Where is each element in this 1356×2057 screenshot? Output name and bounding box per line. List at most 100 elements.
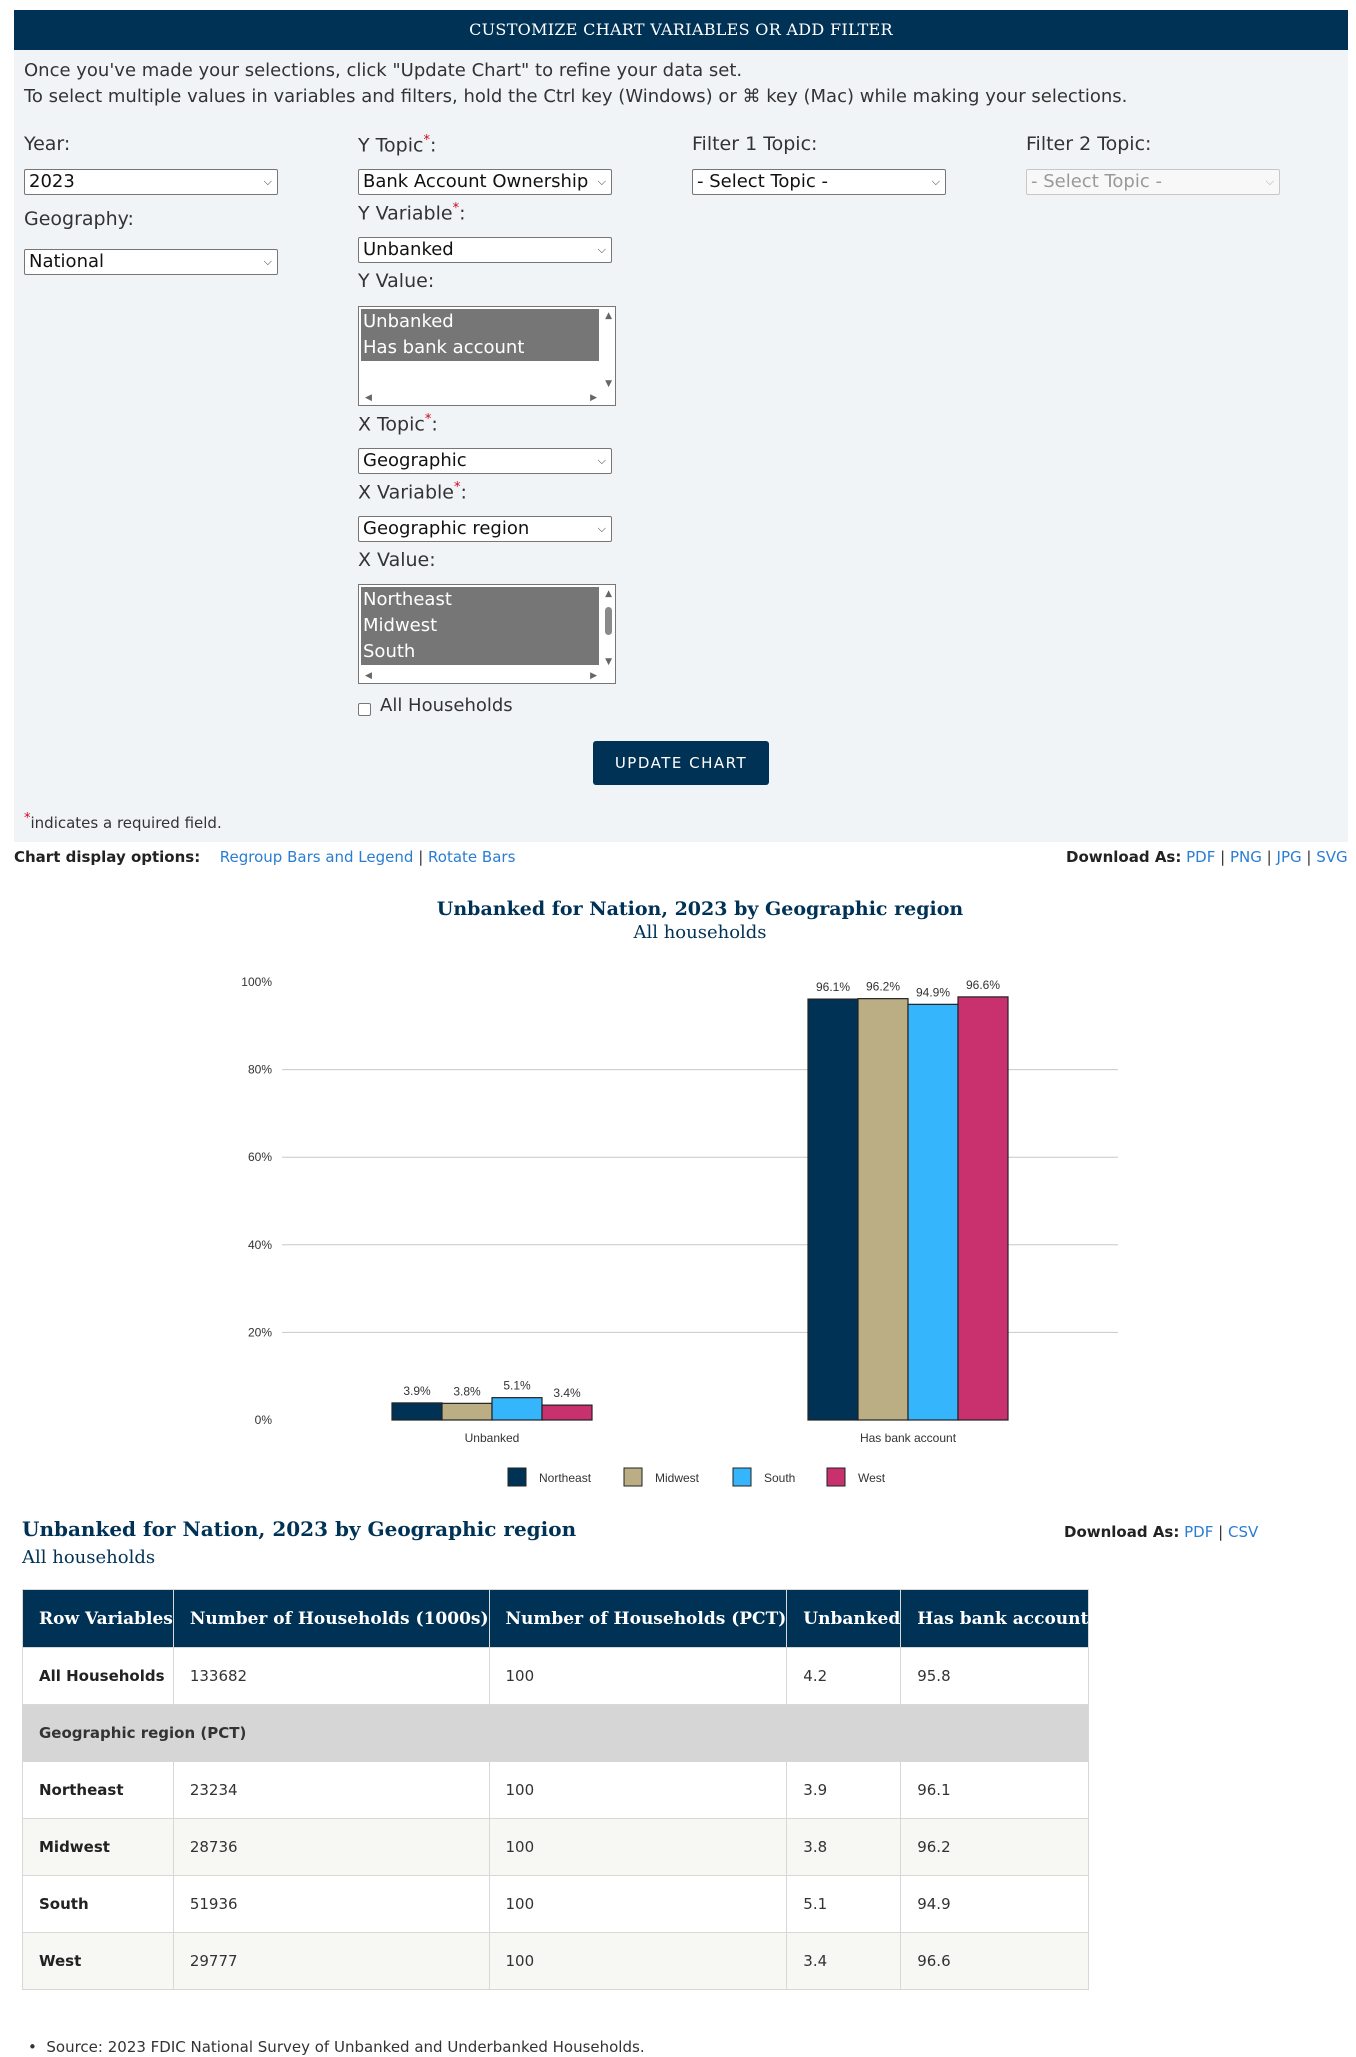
table-cell: 4.2 — [786, 1647, 902, 1705]
y-tick-label: 0% — [255, 1413, 273, 1427]
filter1-select[interactable]: - Select Topic - ⌵ — [692, 169, 946, 195]
legend-label: West — [858, 1471, 886, 1485]
chevron-down-icon: ⌵ — [597, 522, 606, 535]
table-cell: 28736 — [172, 1818, 490, 1876]
x-value-listbox[interactable]: Northeast Midwest South ▲ ▼ ◀ ▶ — [358, 584, 616, 684]
panel-header: CUSTOMIZE CHART VARIABLES OR ADD FILTER — [14, 10, 1348, 50]
bar — [807, 998, 859, 1421]
table-subtitle: All households — [22, 1547, 156, 1568]
filter2-label: Filter 2 Topic: — [1026, 133, 1152, 155]
chart-download-options: Download As: PDF | PNG | JPG | SVG — [1066, 848, 1348, 866]
chart-display-options: Chart display options: Regroup Bars and … — [14, 848, 516, 866]
table-cell: West — [22, 1932, 174, 1990]
bar-data-label: 96.1% — [816, 980, 850, 994]
update-chart-button[interactable]: UPDATE CHART — [593, 741, 769, 785]
all-households-checkbox[interactable] — [358, 703, 371, 716]
x-value-option[interactable]: Northeast — [363, 589, 452, 610]
data-table: Row Variables Number of Households (1000… — [21, 1589, 1090, 1990]
all-households-label: All Households — [380, 695, 513, 716]
table-cell: 100 — [488, 1818, 788, 1876]
y-value-option[interactable]: Unbanked — [363, 311, 454, 332]
table-cell: 100 — [488, 1647, 788, 1705]
legend-swatch — [507, 1467, 527, 1487]
legend-swatch — [732, 1467, 752, 1487]
x-variable-label: X Variable*: — [358, 480, 467, 504]
year-select[interactable]: 2023 ⌵ — [24, 169, 278, 195]
vertical-scrollbar[interactable]: ▲ ▼ — [601, 585, 615, 669]
table-cell: 100 — [488, 1932, 788, 1990]
vertical-scrollbar[interactable]: ▲ ▼ — [601, 307, 615, 391]
x-value-option[interactable]: Midwest — [363, 615, 438, 636]
table-row: Northeast 23234 100 3.9 96.1 — [22, 1761, 1090, 1819]
x-topic-select[interactable]: Geographic ⌵ — [358, 448, 612, 474]
table-cell: 3.4 — [786, 1932, 902, 1990]
download-pdf-link[interactable]: PDF — [1186, 848, 1216, 866]
filter2-select: - Select Topic - ⌵ — [1026, 169, 1280, 195]
table-cell: 94.9 — [900, 1875, 1090, 1933]
horizontal-scrollbar[interactable]: ◀ ▶ — [359, 669, 601, 683]
chevron-down-icon: ⌵ — [597, 175, 606, 188]
table-row: South 51936 100 5.1 94.9 — [22, 1875, 1090, 1933]
regroup-bars-link[interactable]: Regroup Bars and Legend — [219, 848, 414, 866]
filter1-select-value: - Select Topic - — [697, 171, 828, 192]
geography-select-value: National — [29, 251, 105, 272]
download-png-link[interactable]: PNG — [1230, 848, 1262, 866]
scroll-left-icon[interactable]: ◀ — [365, 671, 372, 681]
y-topic-select[interactable]: Bank Account Ownership ⌵ — [358, 169, 612, 195]
chevron-down-icon: ⌵ — [263, 255, 272, 268]
y-tick-label: 80% — [248, 1063, 272, 1077]
bar-data-label: 96.6% — [966, 978, 1000, 992]
y-value-listbox[interactable]: Unbanked Has bank account ▲ ▼ ◀ ▶ — [358, 306, 616, 406]
download-svg-link[interactable]: SVG — [1316, 848, 1348, 866]
chevron-down-icon: ⌵ — [263, 175, 272, 188]
chevron-down-icon: ⌵ — [931, 175, 940, 188]
x-value-option[interactable]: South — [363, 641, 416, 662]
table-cell: 23234 — [172, 1761, 490, 1819]
bar — [491, 1397, 543, 1421]
y-variable-select-value: Unbanked — [363, 239, 454, 260]
download-jpg-link[interactable]: JPG — [1276, 848, 1302, 866]
geography-label: Geography: — [24, 208, 134, 230]
x-tick-label: Has bank account — [860, 1431, 957, 1445]
x-variable-select[interactable]: Geographic region ⌵ — [358, 516, 612, 542]
geography-select[interactable]: National ⌵ — [24, 249, 278, 275]
download-pdf-link[interactable]: PDF — [1184, 1523, 1214, 1541]
scroll-down-icon[interactable]: ▼ — [605, 379, 612, 389]
scroll-right-icon[interactable]: ▶ — [590, 393, 597, 403]
intro-line-1: Once you've made your selections, click … — [24, 60, 743, 81]
scroll-thumb[interactable] — [605, 607, 612, 635]
scroll-up-icon[interactable]: ▲ — [605, 311, 612, 321]
y-topic-label: Y Topic*: — [358, 133, 437, 157]
horizontal-scrollbar[interactable]: ◀ ▶ — [359, 391, 601, 405]
download-label: Download As: — [1066, 848, 1182, 866]
bar — [857, 998, 909, 1421]
scroll-left-icon[interactable]: ◀ — [365, 393, 372, 403]
bar-data-label: 5.1% — [503, 1379, 531, 1393]
table-cell: 96.6 — [900, 1932, 1090, 1990]
chart-title: Unbanked for Nation, 2023 by Geographic … — [436, 898, 964, 920]
y-variable-select[interactable]: Unbanked ⌵ — [358, 237, 612, 263]
table-cell: Midwest — [22, 1818, 174, 1876]
chevron-down-icon: ⌵ — [597, 454, 606, 467]
y-variable-label: Y Variable*: — [358, 201, 466, 225]
scroll-down-icon[interactable]: ▼ — [605, 657, 612, 667]
table-cell: 96.1 — [900, 1761, 1090, 1819]
scroll-up-icon[interactable]: ▲ — [605, 589, 612, 599]
column-header: Number of Households (1000s) — [172, 1589, 490, 1648]
year-select-value: 2023 — [29, 171, 75, 192]
y-value-label: Y Value: — [358, 270, 435, 292]
table-row: West 29777 100 3.4 96.6 — [22, 1932, 1090, 1990]
y-value-option[interactable]: Has bank account — [363, 337, 525, 358]
customize-panel: CUSTOMIZE CHART VARIABLES OR ADD FILTER … — [14, 10, 1348, 842]
rotate-bars-link[interactable]: Rotate Bars — [428, 848, 516, 866]
table-header-row: Row Variables Number of Households (1000… — [22, 1589, 1090, 1648]
download-csv-link[interactable]: CSV — [1228, 1523, 1259, 1541]
bar-data-label: 3.4% — [553, 1386, 581, 1400]
scroll-right-icon[interactable]: ▶ — [590, 671, 597, 681]
y-tick-label: 40% — [248, 1238, 272, 1252]
y-value-options: Unbanked Has bank account — [361, 309, 599, 361]
table-download-options: Download As: PDF | CSV — [1064, 1523, 1259, 1541]
x-value-options: Northeast Midwest South — [361, 587, 599, 665]
y-tick-label: 20% — [248, 1325, 272, 1339]
table-title: Unbanked for Nation, 2023 by Geographic … — [22, 1517, 577, 1541]
